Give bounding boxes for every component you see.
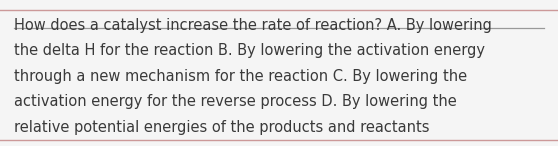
Text: through a new mechanism for the reaction C. By lowering the: through a new mechanism for the reaction… <box>14 69 467 84</box>
Text: the delta H for the reaction B. By lowering the activation energy: the delta H for the reaction B. By lower… <box>14 43 485 58</box>
Text: How does a catalyst increase the rate of reaction? A. By lowering: How does a catalyst increase the rate of… <box>14 18 492 33</box>
Text: activation energy for the reverse process D. By lowering the: activation energy for the reverse proces… <box>14 94 456 109</box>
Text: relative potential energies of the products and reactants: relative potential energies of the produ… <box>14 120 430 135</box>
